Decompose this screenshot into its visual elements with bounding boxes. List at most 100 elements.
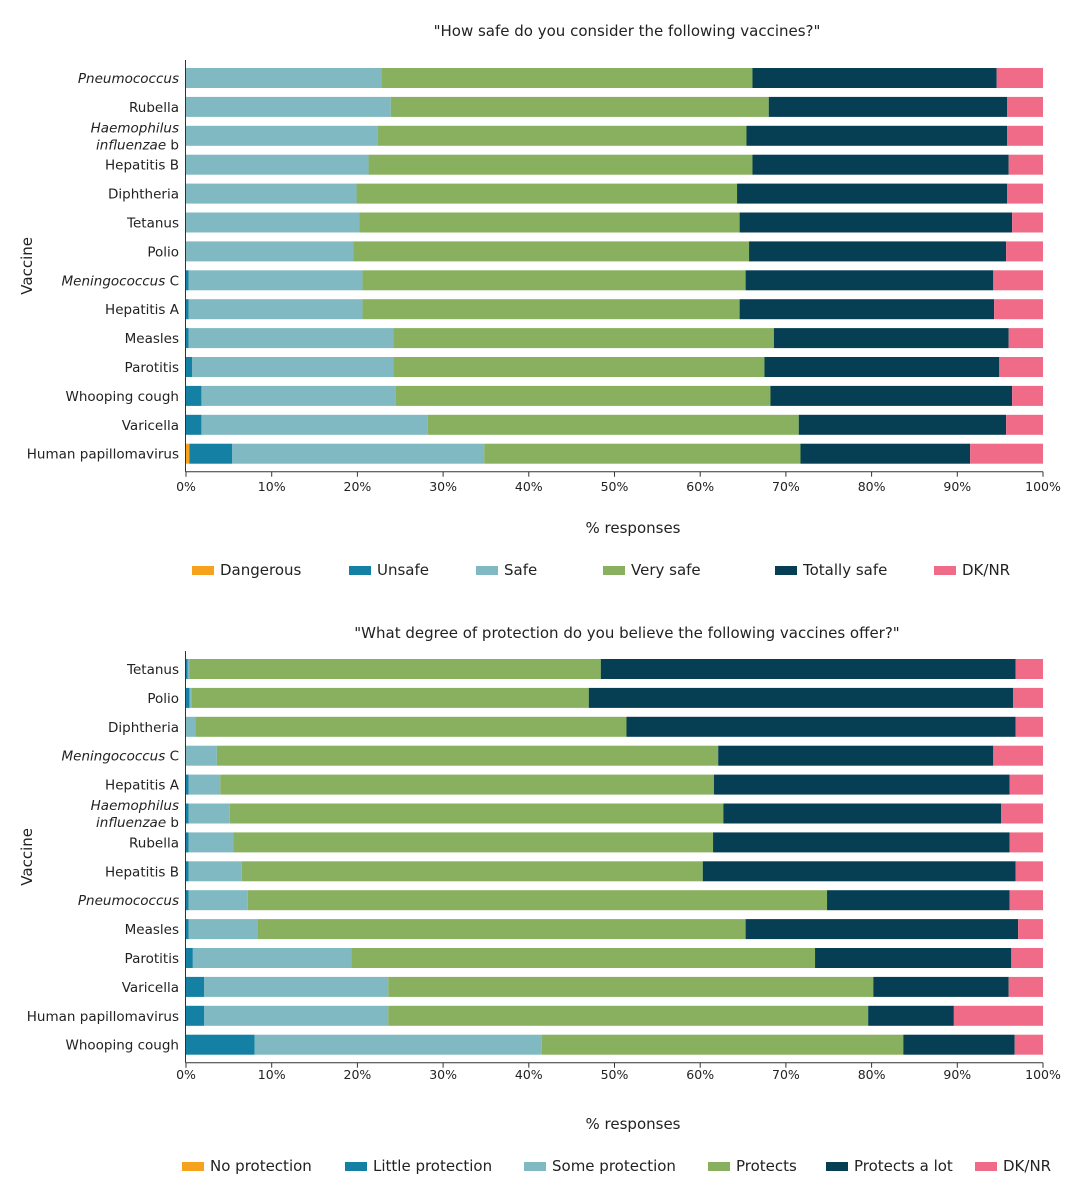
bar-segment xyxy=(232,443,485,464)
x-tick-label: 90% xyxy=(943,479,971,494)
legend-swatch xyxy=(192,566,214,575)
bar-segment xyxy=(186,299,189,320)
bar-segment xyxy=(749,241,1007,262)
bar-segment xyxy=(1018,919,1043,940)
bar-segment xyxy=(247,890,828,911)
bar-segment xyxy=(189,443,233,464)
legend-label: Totally safe xyxy=(802,561,887,579)
bar-segment xyxy=(377,125,747,146)
bar-segment xyxy=(229,803,724,824)
bar-segment xyxy=(186,96,391,117)
bar-segment xyxy=(1006,414,1043,435)
legend-swatch xyxy=(708,1162,730,1171)
bar-segment xyxy=(1011,948,1043,968)
bar-segment xyxy=(186,745,217,766)
bar-segment xyxy=(1008,154,1043,175)
bar-segment xyxy=(356,183,738,204)
bar-segment xyxy=(1012,212,1043,233)
legend: Dangerous Unsafe Safe Very safe Totally safe… xyxy=(192,561,1010,579)
bar-segment xyxy=(186,125,378,146)
bar-segment xyxy=(195,716,627,737)
bar-segment xyxy=(626,716,1016,737)
category-label: Varicella xyxy=(122,980,179,996)
bar-segment xyxy=(588,687,1014,708)
bar-segment xyxy=(188,919,258,940)
bar-segment xyxy=(1007,183,1043,204)
legend-swatch xyxy=(826,1162,848,1171)
category-label: Parotitis xyxy=(125,951,179,967)
category-label: Hepatitis A xyxy=(105,302,180,318)
legend-swatch xyxy=(524,1162,546,1171)
legend-label: Dangerous xyxy=(220,561,302,579)
category-label: Human papillomavirus xyxy=(27,1009,179,1025)
category-label: Parotitis xyxy=(125,360,179,376)
bar-segment xyxy=(186,1034,255,1055)
safety-chart: "How safe do you consider the following … xyxy=(18,22,1061,579)
bar-segment xyxy=(362,270,746,291)
x-tick-label: 0% xyxy=(176,479,196,494)
bar-segment xyxy=(362,299,740,320)
bar-segment xyxy=(186,976,204,997)
category-label: Measles xyxy=(125,922,179,938)
bar-segment xyxy=(739,212,1013,233)
category-label: Hepatitis B xyxy=(105,158,179,174)
bar-segment xyxy=(993,270,1043,291)
legend-label: Some protection xyxy=(552,1157,676,1175)
category-label: Diphtheria xyxy=(108,187,179,203)
bar-segment xyxy=(186,183,357,204)
bar-segment xyxy=(220,774,714,795)
bar-segment xyxy=(600,659,1016,679)
x-axis-title: % responses xyxy=(586,519,681,537)
category-label: Varicella xyxy=(122,418,179,434)
category-label: Whooping cough xyxy=(65,1038,179,1054)
bar-segment xyxy=(191,687,589,708)
category-label: Tetanus xyxy=(126,662,179,678)
bar-segment xyxy=(186,68,382,88)
legend: No protection Little protection Some prote… xyxy=(182,1157,1051,1175)
x-tick-label: 60% xyxy=(686,479,714,494)
x-tick-label: 100% xyxy=(1025,479,1061,494)
bar-segment xyxy=(390,96,769,117)
bar-segment xyxy=(994,299,1043,320)
bar-segment xyxy=(189,687,192,708)
bar-segment xyxy=(702,861,1016,882)
bar-segment xyxy=(815,948,1012,968)
x-tick-label: 20% xyxy=(344,479,372,494)
category-label: Pneumococcus xyxy=(78,893,179,909)
category-label: Hepatitis A xyxy=(105,778,180,794)
bar-segment xyxy=(718,745,994,766)
legend-swatch xyxy=(775,566,797,575)
bar-segment xyxy=(203,976,389,997)
bar-segment xyxy=(752,68,997,88)
bar-segment xyxy=(1014,1034,1043,1055)
x-tick-label: 10% xyxy=(258,479,286,494)
x-tick-label: 60% xyxy=(686,1067,714,1082)
bar-segment xyxy=(773,328,1009,349)
legend-swatch xyxy=(975,1162,997,1171)
legend-label: Very safe xyxy=(631,561,701,579)
bar-segment xyxy=(484,443,801,464)
category-label: Whooping cough xyxy=(65,389,179,405)
bar-segment xyxy=(1012,385,1043,406)
bar-segment xyxy=(257,919,746,940)
bar-segment xyxy=(186,414,202,435)
bar-segment xyxy=(186,948,193,968)
bar-segment xyxy=(188,832,234,853)
legend-label: Unsafe xyxy=(377,561,429,579)
bar-segment xyxy=(1008,976,1043,997)
legend-swatch xyxy=(349,566,371,575)
x-tick-label: 70% xyxy=(772,479,800,494)
category-label: Haemophilus xyxy=(91,798,179,814)
bar-segment xyxy=(996,68,1043,88)
category-label: Rubella xyxy=(129,835,179,851)
category-label: Haemophilus xyxy=(91,120,179,136)
x-tick-label: 40% xyxy=(515,1067,543,1082)
x-tick-label: 20% xyxy=(344,1067,372,1082)
chart-title: "What degree of protection do you believ… xyxy=(354,624,899,642)
bar-segment xyxy=(1015,716,1043,737)
legend-label: Little protection xyxy=(373,1157,492,1175)
category-label: Meningococcus C xyxy=(62,749,180,765)
bar-segment xyxy=(186,328,189,349)
bar-segment xyxy=(186,803,189,824)
legend-label: Protects a lot xyxy=(854,1157,953,1175)
